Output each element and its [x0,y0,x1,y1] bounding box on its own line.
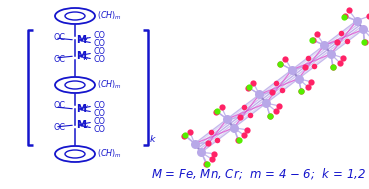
Text: $(CH)_m$: $(CH)_m$ [97,79,122,91]
Text: M: M [76,120,86,130]
Text: w: w [83,36,87,40]
Text: OC: OC [53,33,65,42]
Text: CO: CO [93,32,105,40]
Text: M: M [76,51,86,61]
Text: CO: CO [93,47,105,57]
Text: OC: OC [53,123,65,132]
Text: OC: OC [53,101,65,111]
Text: CO: CO [93,56,105,64]
Text: OC: OC [53,54,65,64]
Text: w: w [83,56,87,60]
Text: $(CH)_m$: $(CH)_m$ [97,10,122,22]
Text: CO: CO [93,125,105,133]
Text: $(CH)_m$: $(CH)_m$ [97,148,122,160]
Text: w: w [83,105,87,109]
Text: CO: CO [93,108,105,118]
Text: M = Fe, Mn, Cr;  m = 4 $\mathregular{-}$ 6;  k = 1,2: M = Fe, Mn, Cr; m = 4 $\mathregular{-}$ … [151,167,365,181]
Text: k: k [150,135,155,144]
Text: CO: CO [93,116,105,125]
Text: w: w [83,125,87,129]
Text: CO: CO [93,101,105,109]
Text: CO: CO [93,40,105,49]
Text: M: M [76,35,86,45]
Text: M: M [76,104,86,114]
